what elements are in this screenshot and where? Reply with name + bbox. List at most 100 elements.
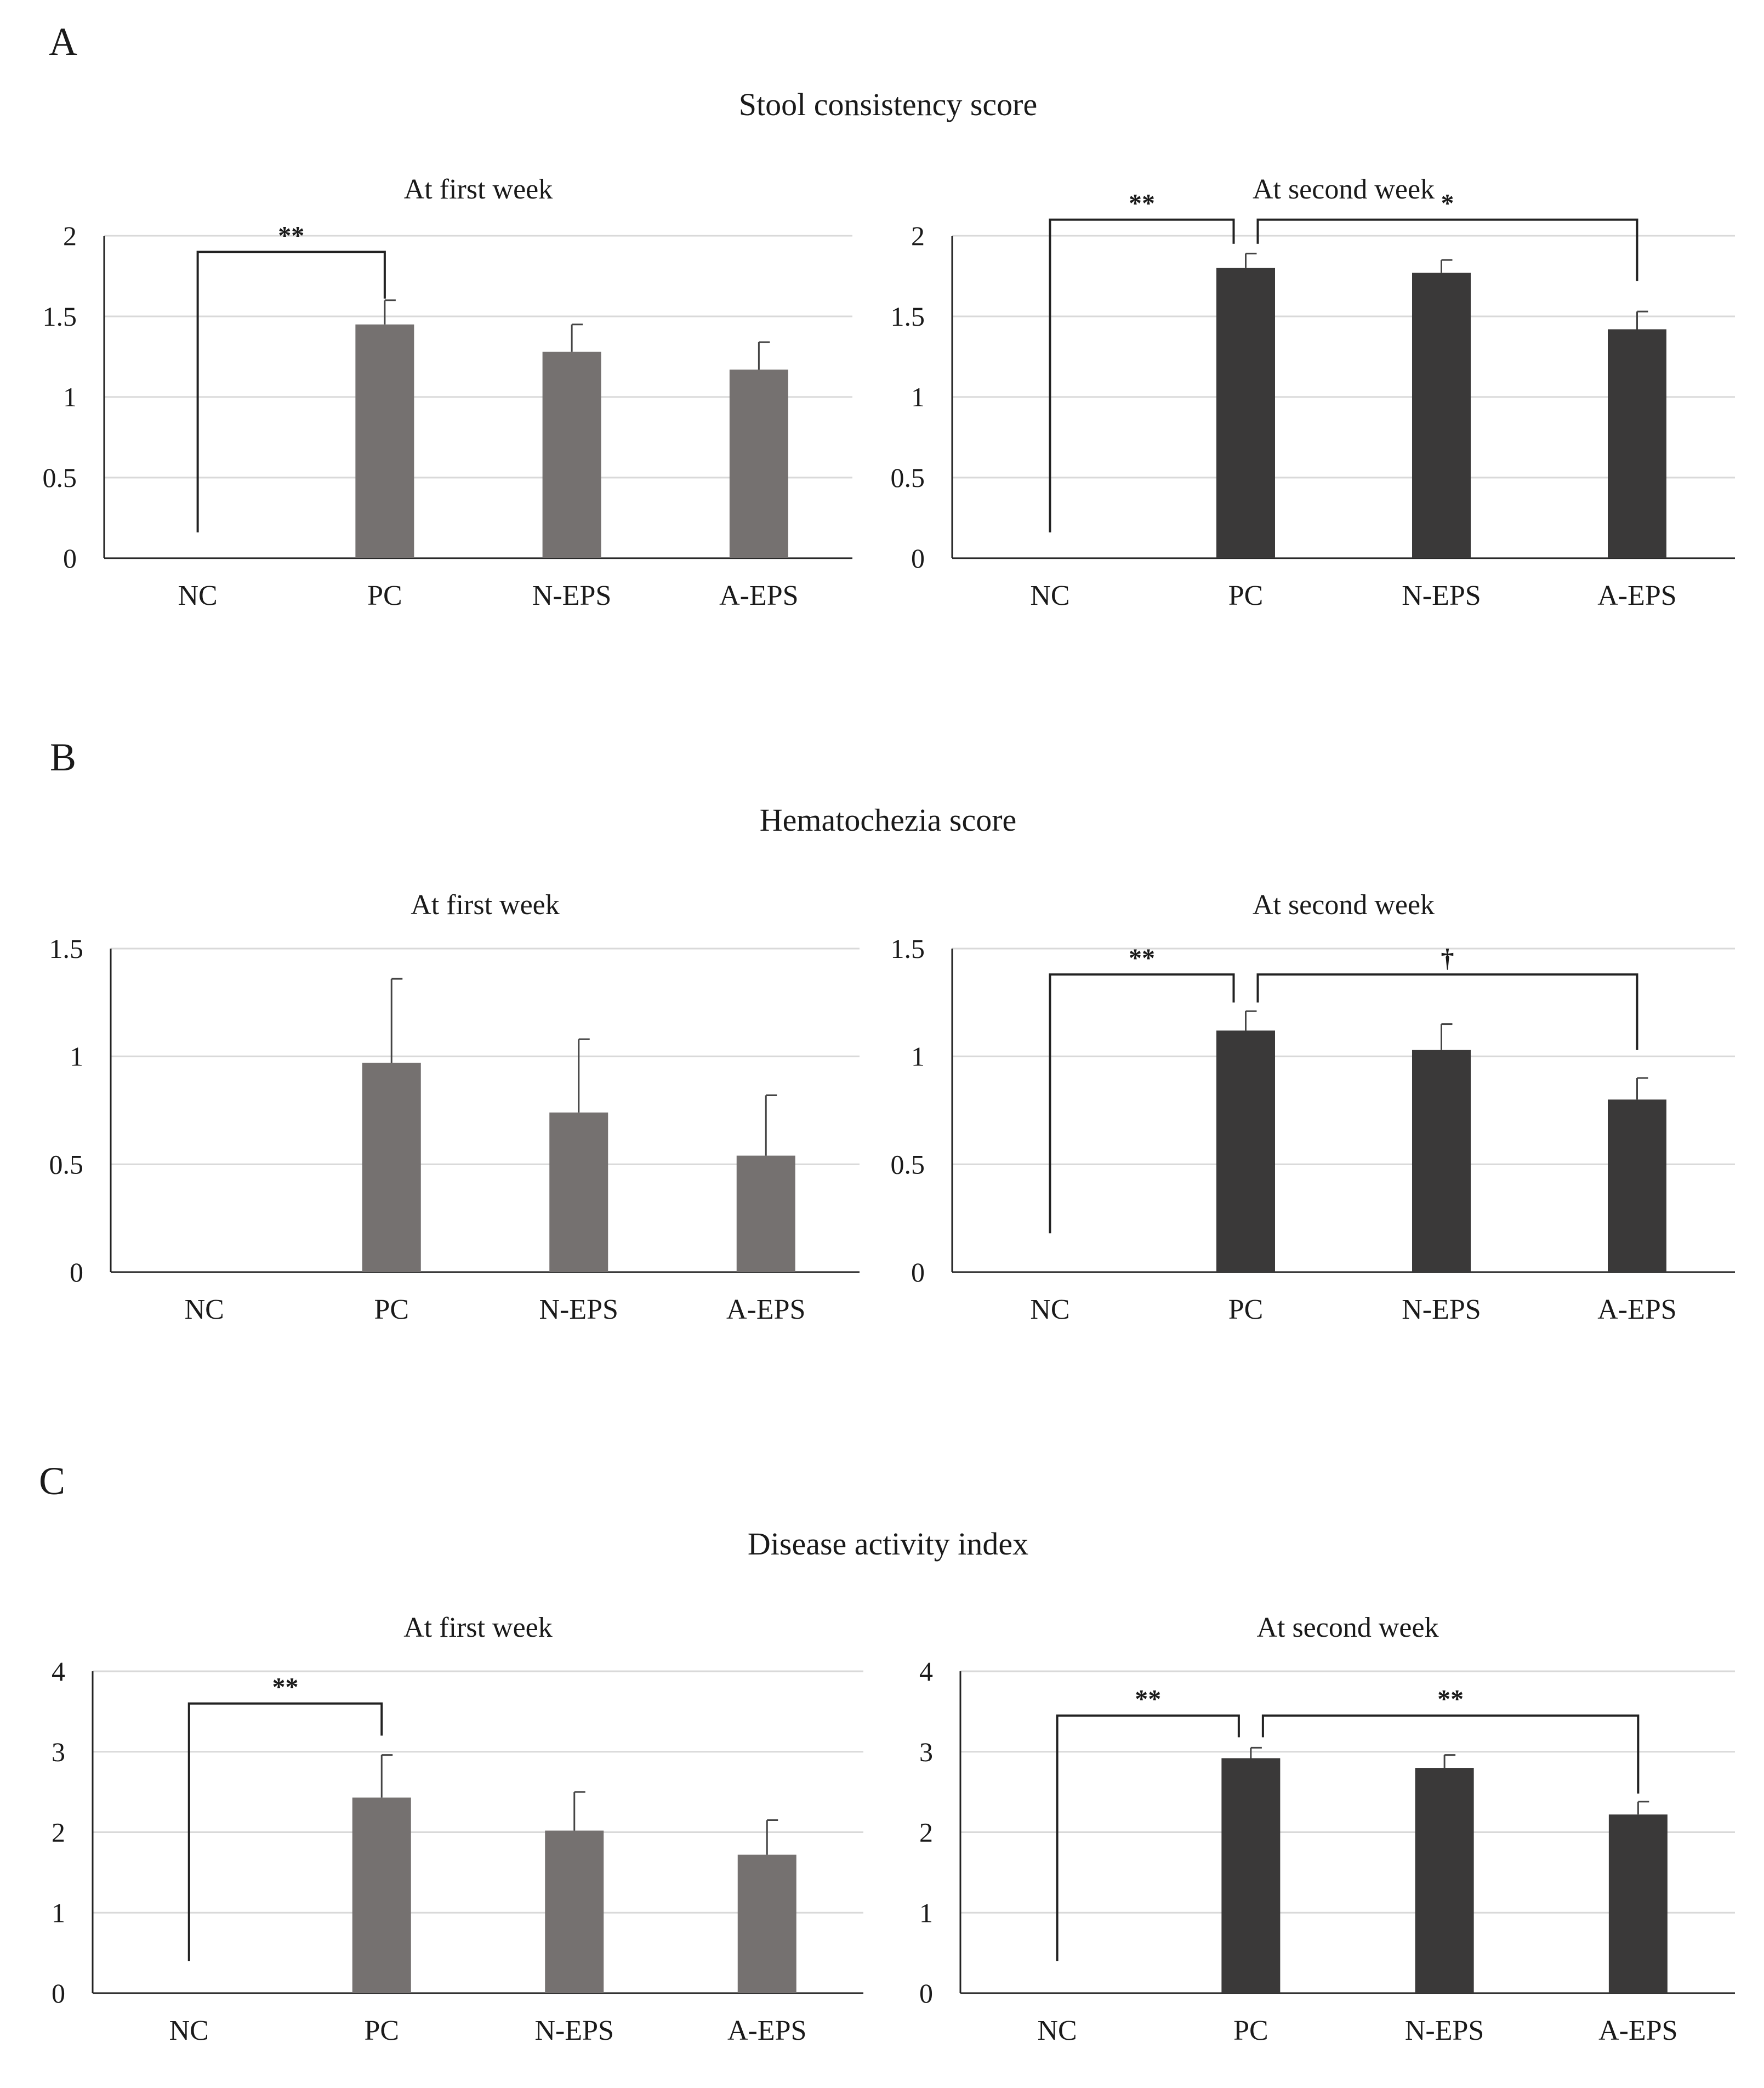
panel-title: Hematochezia score	[760, 802, 1017, 838]
category-label-n-eps: N-EPS	[1405, 2015, 1484, 2046]
y-tick-label: 1.5	[891, 933, 925, 964]
panel-title: Stool consistency score	[739, 87, 1037, 122]
category-label-a-eps: A-EPS	[726, 1294, 805, 1325]
y-tick-label: 0.5	[49, 1149, 84, 1179]
bar-n-eps	[1412, 273, 1471, 558]
y-tick-label: 0	[52, 1978, 65, 2008]
chart-subtitle: At first week	[403, 1612, 552, 1643]
bar-pc	[1216, 1030, 1275, 1272]
significance-marker: **	[272, 1673, 299, 1702]
bar-n-eps	[549, 1112, 608, 1272]
significance-marker: **	[278, 221, 304, 250]
y-tick-label: 0.5	[891, 462, 925, 493]
bar-pc	[1221, 1758, 1281, 1993]
category-label-n-eps: N-EPS	[535, 2015, 614, 2046]
bar-n-eps	[1412, 1049, 1471, 1272]
significance-bracket	[1056, 1714, 1240, 1961]
chart-subtitle: At second week	[1256, 1612, 1438, 1643]
significance-bracket	[196, 251, 386, 532]
bar-n-eps	[1415, 1768, 1474, 1993]
category-label-nc: NC	[185, 1294, 224, 1325]
category-label-a-eps: A-EPS	[1598, 2015, 1677, 2046]
category-label-n-eps: N-EPS	[532, 580, 611, 611]
chart-first-week: At first week 0 1 2 3 4 NC PC N-EPS A-EPS **	[52, 1612, 863, 2046]
significance-bracket	[187, 1702, 383, 1961]
bar-pc	[362, 1063, 421, 1272]
y-tick-label: 0	[70, 1257, 83, 1287]
category-label-a-eps: A-EPS	[719, 580, 798, 611]
category-label-n-eps: N-EPS	[1402, 580, 1481, 611]
y-tick-label: 3	[919, 1737, 933, 1767]
significance-bracket	[1049, 218, 1235, 532]
y-tick-label: 1	[919, 1897, 933, 1928]
y-tick-label: 1	[70, 1041, 83, 1072]
chart-first-week: At first week 0 0.5 1 1.5 NC PC N-EPS A-EPS	[49, 889, 860, 1325]
y-tick-label: 1	[911, 382, 925, 412]
significance-marker: **	[1129, 944, 1155, 973]
panel-letter: B	[50, 735, 76, 779]
y-tick-label: 1	[911, 1041, 925, 1072]
y-tick-label: 1	[63, 382, 77, 412]
category-label-pc: PC	[1233, 2015, 1268, 2046]
category-label-nc: NC	[1030, 580, 1069, 611]
y-tick-label: 4	[52, 1656, 65, 1687]
y-tick-label: 4	[919, 1656, 933, 1687]
category-label-pc: PC	[1228, 1294, 1264, 1325]
category-label-a-eps: A-EPS	[1597, 1294, 1676, 1325]
chart-subtitle: At first week	[411, 889, 559, 921]
category-label-pc: PC	[1228, 580, 1264, 611]
y-tick-label: 0	[911, 1257, 925, 1287]
category-label-nc: NC	[178, 580, 218, 611]
y-tick-label: 0	[919, 1978, 933, 2008]
significance-marker: **	[1135, 1685, 1161, 1714]
category-label-n-eps: N-EPS	[1402, 1294, 1481, 1325]
bar-a-eps	[1608, 1099, 1666, 1272]
category-label-n-eps: N-EPS	[539, 1294, 618, 1325]
y-tick-label: 1	[52, 1897, 65, 1928]
panel-title: Disease activity index	[748, 1526, 1028, 1562]
y-tick-label: 3	[52, 1737, 65, 1767]
panel-c: C Disease activity index At first week 0 1 2 3…	[39, 1459, 1735, 2046]
bar-n-eps	[542, 351, 601, 558]
category-label-a-eps: A-EPS	[727, 2015, 806, 2046]
y-tick-label: 0	[911, 543, 925, 574]
panel-letter: C	[39, 1459, 65, 1503]
y-tick-label: 1.5	[43, 301, 77, 332]
chart-second-week: At second week 0 1 2 3 4 NC PC N-EPS A-EPS ** **	[919, 1612, 1735, 2046]
category-label-nc: NC	[1038, 2015, 1077, 2046]
significance-marker: †	[1441, 944, 1454, 973]
bar-a-eps	[737, 1854, 796, 1993]
category-label-pc: PC	[367, 580, 402, 611]
bar-a-eps	[1608, 329, 1666, 558]
bar-pc	[1216, 268, 1275, 558]
bar-n-eps	[545, 1830, 604, 1993]
y-tick-label: 2	[919, 1817, 933, 1848]
chart-subtitle: At second week	[1253, 889, 1435, 921]
significance-bracket	[1049, 973, 1235, 1234]
y-tick-label: 0.5	[891, 1149, 925, 1179]
category-label-a-eps: A-EPS	[1597, 580, 1676, 611]
category-label-pc: PC	[374, 1294, 409, 1325]
bar-a-eps	[729, 370, 788, 558]
significance-marker: **	[1129, 189, 1155, 218]
y-tick-label: 2	[911, 220, 925, 251]
bar-a-eps	[1608, 1814, 1668, 1993]
y-tick-label: 1.5	[49, 933, 84, 964]
chart-subtitle: At first week	[404, 174, 553, 205]
chart-subtitle: At second week	[1253, 174, 1435, 205]
y-tick-label: 0.5	[43, 462, 77, 493]
bar-a-eps	[736, 1155, 795, 1272]
y-tick-label: 2	[52, 1817, 65, 1848]
panel-letter: A	[49, 20, 77, 64]
panel-a: A Stool consistency score At first week 0 0.…	[43, 20, 1735, 611]
category-label-nc: NC	[169, 2015, 209, 2046]
chart-first-week: At first week 0 0.5 1 1.5 2 NC PC N-EPS A-EPS **	[43, 174, 852, 611]
bar-pc	[355, 324, 414, 558]
category-label-nc: NC	[1030, 1294, 1069, 1325]
significance-bracket	[1261, 1714, 1640, 1794]
significance-marker: *	[1441, 189, 1454, 218]
y-tick-label: 0	[63, 543, 77, 574]
significance-bracket	[1256, 973, 1638, 1050]
